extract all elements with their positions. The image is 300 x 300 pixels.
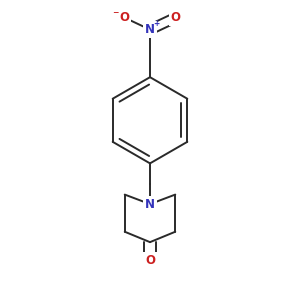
Text: +: + [153, 19, 160, 28]
Text: N: N [145, 23, 155, 36]
Text: O: O [145, 254, 155, 267]
Text: O: O [120, 11, 130, 24]
Text: N: N [145, 198, 155, 211]
Text: −: − [112, 8, 119, 17]
Text: O: O [170, 11, 180, 24]
